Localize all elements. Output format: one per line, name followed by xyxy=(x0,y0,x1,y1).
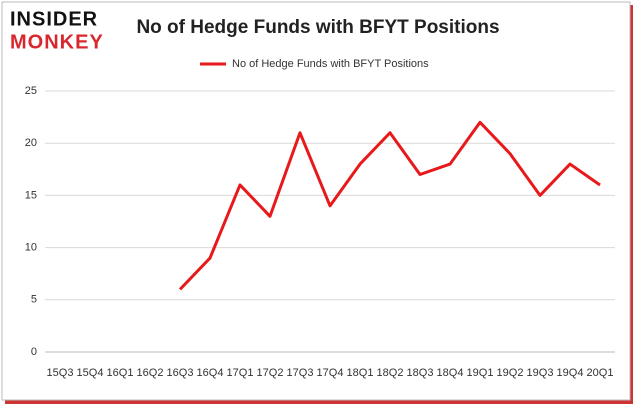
x-tick-label: 17Q4 xyxy=(317,367,344,379)
x-tick-label: 16Q4 xyxy=(197,367,224,379)
x-tick-label: 19Q4 xyxy=(557,367,584,379)
y-tick-label: 5 xyxy=(31,294,37,306)
x-tick-label: 18Q3 xyxy=(407,367,434,379)
y-tick-label: 15 xyxy=(25,189,37,201)
data-line xyxy=(178,120,601,291)
x-tick-label: 19Q3 xyxy=(527,367,554,379)
x-tick-label: 18Q1 xyxy=(347,367,374,379)
y-tick-label: 25 xyxy=(25,85,37,97)
x-tick-label: 20Q1 xyxy=(587,367,614,379)
x-tick-label: 17Q3 xyxy=(287,367,314,379)
legend-label: No of Hedge Funds with BFYT Positions xyxy=(232,58,429,70)
x-tick-label: 15Q3 xyxy=(47,367,74,379)
logo-bottom: MONKEY xyxy=(10,31,104,53)
x-tick-label: 16Q2 xyxy=(137,367,164,379)
x-tick-label: 16Q3 xyxy=(167,367,194,379)
chart-title: No of Hedge Funds with BFYT Positions xyxy=(136,17,499,38)
y-tick-label: 20 xyxy=(25,137,37,149)
x-tick-label: 17Q1 xyxy=(227,367,254,379)
x-tick-label: 17Q2 xyxy=(257,367,284,379)
y-tick-label: 0 xyxy=(31,346,37,358)
x-tick-label: 19Q2 xyxy=(497,367,524,379)
y-tick-label: 10 xyxy=(25,242,37,254)
logo-top: INSIDER xyxy=(10,8,98,30)
frame xyxy=(1,1,631,401)
x-tick-label: 18Q4 xyxy=(437,367,464,379)
x-tick-label: 19Q1 xyxy=(467,367,494,379)
x-tick-label: 16Q1 xyxy=(107,367,134,379)
x-tick-label: 15Q4 xyxy=(77,367,104,379)
x-tick-label: 18Q2 xyxy=(377,367,404,379)
